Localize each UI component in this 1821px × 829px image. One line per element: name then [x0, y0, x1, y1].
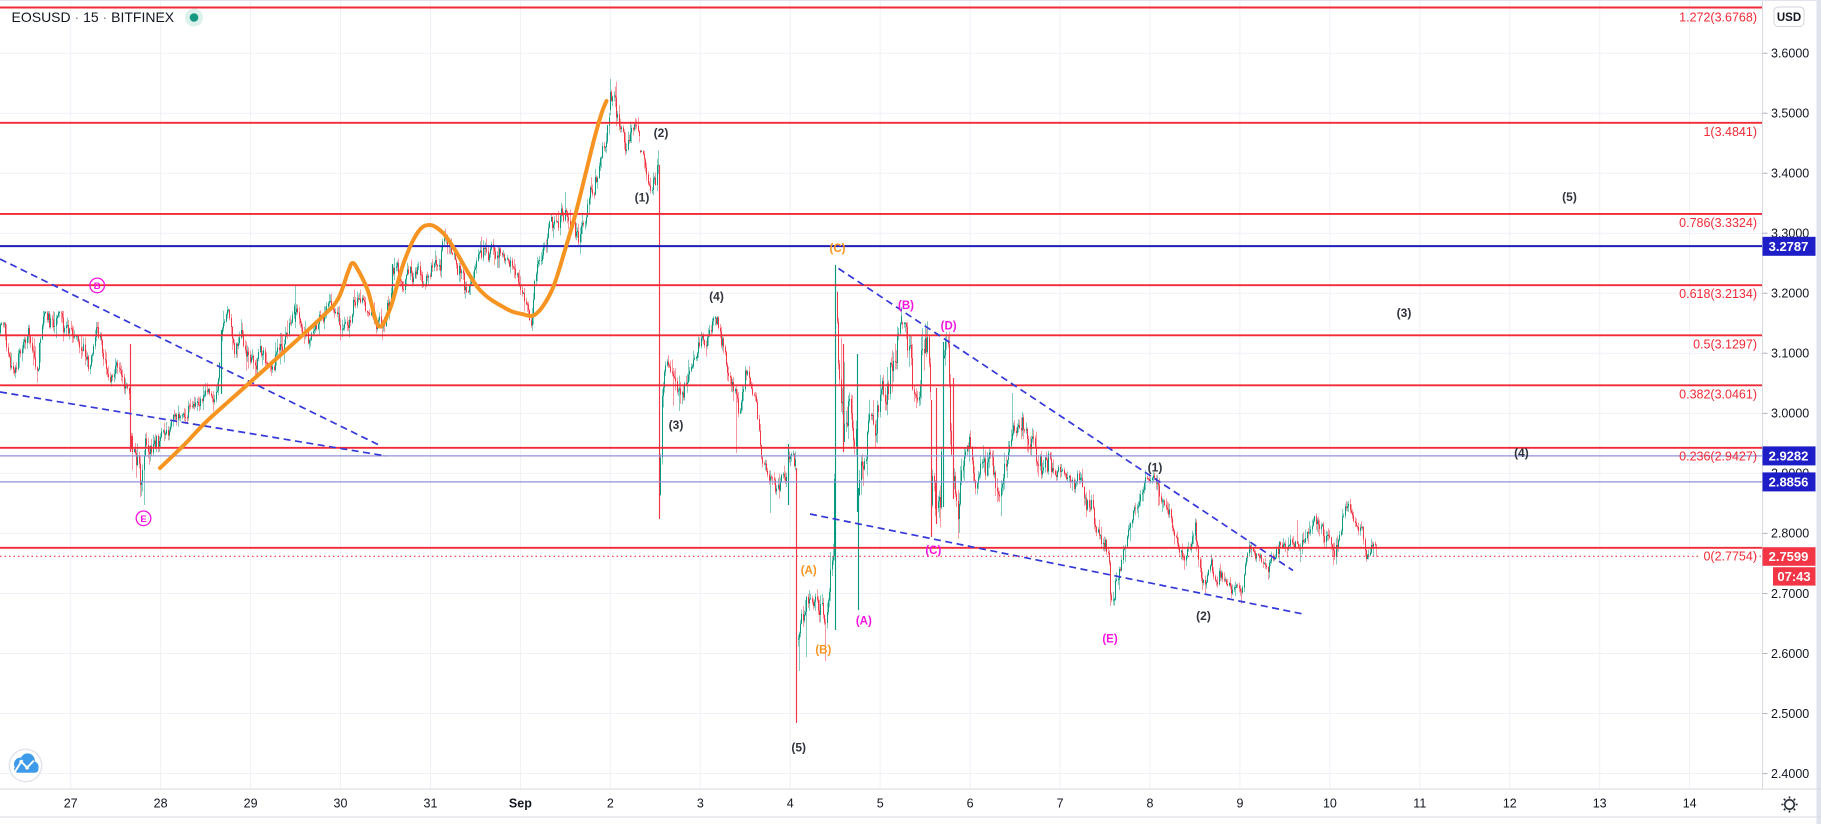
svg-text:(5): (5)	[791, 740, 806, 754]
svg-text:(1): (1)	[1148, 460, 1163, 474]
svg-text:(C): (C)	[925, 545, 941, 557]
svg-text:1(3.4841): 1(3.4841)	[1703, 125, 1757, 139]
svg-text:9: 9	[1237, 797, 1244, 811]
svg-text:2.5000: 2.5000	[1771, 707, 1809, 721]
svg-text:E: E	[140, 514, 146, 525]
svg-text:27: 27	[64, 797, 78, 811]
svg-text:(3): (3)	[1397, 306, 1412, 320]
svg-text:14: 14	[1683, 797, 1697, 811]
svg-text:EOSUSD · 15 · BITFINEX: EOSUSD · 15 · BITFINEX	[12, 9, 175, 25]
svg-text:2.7000: 2.7000	[1771, 587, 1809, 601]
svg-text:Sep: Sep	[509, 797, 532, 811]
svg-text:3.1000: 3.1000	[1771, 347, 1809, 361]
svg-text:USD: USD	[1777, 12, 1801, 24]
svg-text:3: 3	[697, 797, 704, 811]
svg-text:(C): (C)	[830, 243, 846, 255]
svg-text:0.618(3.2134): 0.618(3.2134)	[1679, 287, 1757, 301]
svg-text:2.8856: 2.8856	[1769, 475, 1809, 490]
svg-text:(2): (2)	[1196, 609, 1211, 623]
svg-text:7: 7	[1057, 797, 1064, 811]
svg-text:(B): (B)	[815, 644, 831, 656]
svg-text:11: 11	[1413, 797, 1426, 811]
svg-text:6: 6	[967, 797, 974, 811]
svg-text:(4): (4)	[1514, 446, 1529, 460]
svg-text:13: 13	[1593, 797, 1607, 811]
svg-text:(E): (E)	[1102, 634, 1118, 646]
svg-text:3.5000: 3.5000	[1771, 107, 1809, 121]
svg-text:2.4000: 2.4000	[1771, 767, 1809, 781]
svg-text:(A): (A)	[856, 616, 872, 628]
svg-text:(5): (5)	[1562, 190, 1577, 204]
svg-text:8: 8	[1147, 797, 1154, 811]
svg-text:(A): (A)	[801, 565, 817, 577]
svg-text:0(2.7754): 0(2.7754)	[1703, 550, 1757, 564]
svg-text:10: 10	[1323, 797, 1337, 811]
svg-text:0.786(3.3324): 0.786(3.3324)	[1679, 216, 1757, 230]
svg-text:30: 30	[334, 797, 348, 811]
svg-text:3.4000: 3.4000	[1771, 167, 1809, 181]
svg-text:2.8000: 2.8000	[1771, 527, 1809, 541]
svg-text:3.2000: 3.2000	[1771, 287, 1809, 301]
svg-text:(D): (D)	[941, 321, 957, 333]
svg-text:3.0000: 3.0000	[1771, 407, 1809, 421]
svg-text:0.382(3.0461): 0.382(3.0461)	[1679, 387, 1757, 401]
svg-text:2.7599: 2.7599	[1769, 549, 1809, 564]
svg-text:0.5(3.1297): 0.5(3.1297)	[1693, 337, 1757, 351]
svg-text:(3): (3)	[669, 418, 684, 432]
svg-text:3.2787: 3.2787	[1769, 239, 1809, 254]
svg-text:12: 12	[1503, 797, 1517, 811]
svg-text:2.9282: 2.9282	[1769, 449, 1809, 464]
svg-text:(1): (1)	[635, 190, 650, 204]
svg-text:5: 5	[877, 797, 884, 811]
svg-text:2.6000: 2.6000	[1771, 647, 1809, 661]
svg-text:B: B	[94, 281, 101, 292]
svg-text:28: 28	[154, 797, 168, 811]
svg-text:29: 29	[244, 797, 258, 811]
svg-text:0.236(2.9427): 0.236(2.9427)	[1679, 450, 1757, 464]
svg-text:4: 4	[787, 797, 794, 811]
svg-text:(B): (B)	[898, 300, 914, 312]
svg-text:3.6000: 3.6000	[1771, 47, 1809, 61]
svg-text:(4): (4)	[709, 289, 724, 303]
svg-text:(2): (2)	[654, 126, 669, 140]
svg-text:07:43: 07:43	[1777, 569, 1810, 584]
svg-text:1.272(3.6768): 1.272(3.6768)	[1679, 10, 1757, 24]
svg-text:31: 31	[424, 797, 438, 811]
svg-text:2: 2	[607, 797, 614, 811]
